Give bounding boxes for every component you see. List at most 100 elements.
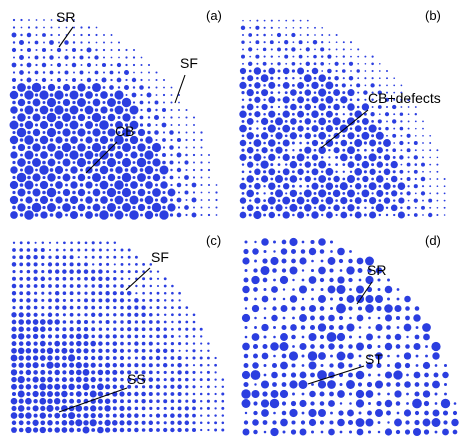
lattice-dot — [312, 39, 318, 45]
lattice-dot — [12, 145, 16, 150]
lattice-dot — [163, 101, 165, 104]
lattice-dot — [39, 180, 49, 190]
lattice-dot — [335, 112, 338, 116]
lattice-dot — [34, 93, 39, 97]
lattice-dot — [251, 333, 260, 341]
lattice-dot — [200, 191, 203, 194]
lattice-dot — [65, 213, 68, 217]
lattice-dot — [61, 398, 67, 404]
lattice-dot — [299, 314, 307, 322]
lattice-dot — [299, 141, 302, 145]
lattice-dot — [17, 390, 25, 398]
lattice-dot — [281, 410, 287, 416]
lattice-dot — [69, 320, 74, 324]
lattice-dot — [342, 148, 346, 152]
lattice-dot — [159, 165, 169, 175]
lattice-dot — [199, 378, 203, 382]
lattice-dot — [262, 343, 268, 350]
lattice-dot — [328, 62, 331, 65]
lattice-dot — [299, 105, 303, 109]
lattice-dot — [46, 187, 57, 198]
lattice-dot — [270, 19, 273, 22]
pointer-cb-defects-b — [320, 109, 369, 149]
lattice-dot — [422, 134, 424, 137]
lattice-dot — [391, 190, 398, 197]
lattice-dot — [192, 349, 196, 353]
lattice-dot — [299, 119, 303, 123]
lattice-dot — [122, 113, 131, 122]
lattice-dot — [167, 188, 176, 197]
lattice-dot — [358, 278, 362, 282]
lattice-dot — [177, 161, 181, 164]
lattice-dot — [125, 78, 128, 82]
lattice-dot — [248, 61, 253, 66]
lattice-dot — [256, 76, 259, 80]
lattice-dot — [349, 316, 352, 320]
lattice-dot — [120, 248, 124, 252]
lattice-dot — [147, 116, 151, 119]
lattice-dot — [121, 97, 132, 108]
lattice-dot — [26, 377, 31, 382]
lattice-dot — [48, 284, 52, 288]
lattice-dot — [207, 385, 210, 389]
lattice-dot — [106, 241, 109, 245]
lattice-dot — [49, 93, 54, 97]
lattice-dot — [50, 63, 53, 67]
lattice-dot — [327, 177, 331, 181]
lattice-dot — [113, 306, 117, 310]
lattice-dot — [297, 211, 305, 219]
lattice-dot — [24, 105, 34, 115]
lattice-dot — [32, 419, 39, 426]
lattice-dot — [50, 26, 53, 29]
lattice-dot — [413, 169, 418, 174]
lattice-dot — [32, 355, 39, 361]
lattice-dot — [26, 254, 31, 260]
lattice-dot — [318, 238, 326, 246]
lattice-dot — [79, 93, 84, 97]
lattice-dot — [115, 151, 123, 159]
lattice-dot — [270, 119, 274, 123]
lattice-dot — [393, 98, 396, 101]
lattice-dot — [40, 420, 46, 426]
lattice-dot — [80, 41, 83, 44]
lattice-dot — [387, 392, 390, 396]
lattice-dot — [413, 141, 418, 145]
lattice-dot — [72, 205, 76, 210]
lattice-dot — [313, 191, 317, 195]
lattice-dot — [241, 399, 251, 408]
lattice-dot — [281, 268, 287, 273]
lattice-dot — [385, 148, 389, 152]
lattice-dot — [311, 182, 319, 190]
lattice-dot — [46, 361, 54, 369]
lattice-dot — [87, 130, 91, 135]
lattice-dot — [357, 192, 360, 195]
lattice-dot — [325, 81, 334, 90]
lattice-dot — [442, 410, 449, 416]
lattice-dot — [378, 213, 382, 217]
lattice-dot — [192, 327, 196, 331]
lattice-dot — [255, 91, 259, 95]
lattice-dot — [156, 291, 160, 295]
lattice-dot — [170, 399, 175, 403]
lattice-dot — [270, 256, 279, 266]
lattice-dot — [282, 124, 291, 133]
lattice-dot — [98, 363, 103, 368]
lattice-dot — [57, 191, 61, 194]
lattice-dot — [356, 83, 361, 88]
lattice-dot — [254, 383, 257, 386]
lattice-dot — [247, 75, 254, 82]
lattice-dot — [321, 34, 324, 36]
lattice-dot — [77, 173, 86, 182]
lattice-dot — [241, 192, 245, 195]
lattice-dot — [102, 130, 106, 135]
lattice-dot — [256, 62, 259, 65]
lattice-dot — [285, 19, 288, 22]
lattice-dot — [163, 370, 167, 374]
lattice-dot — [241, 170, 245, 174]
lattice-dot — [318, 88, 327, 97]
lattice-dot — [70, 298, 74, 302]
lattice-dot — [170, 138, 173, 142]
lattice-dot — [254, 111, 261, 118]
lattice-dot — [338, 315, 344, 321]
lattice-dot — [339, 430, 343, 434]
